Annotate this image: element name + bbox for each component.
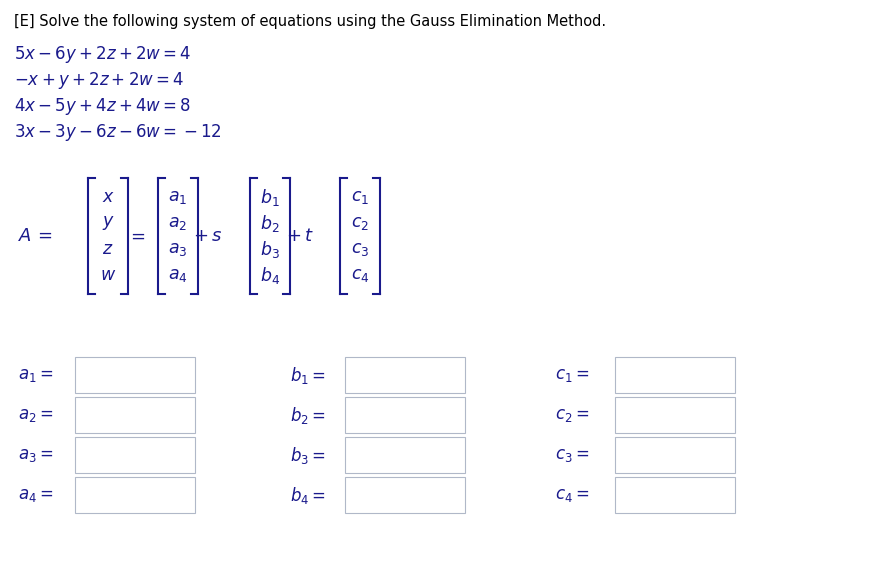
- Text: $z$: $z$: [102, 240, 114, 258]
- FancyBboxPatch shape: [345, 357, 465, 393]
- Text: $w$: $w$: [100, 266, 116, 284]
- FancyBboxPatch shape: [615, 477, 735, 513]
- Text: $b_1$: $b_1$: [260, 187, 280, 208]
- Text: $c_3$: $c_3$: [350, 240, 369, 258]
- FancyBboxPatch shape: [345, 437, 465, 473]
- Text: $c_2$: $c_2$: [351, 214, 369, 232]
- Text: $5x - 6y + 2z + 2w = 4$: $5x - 6y + 2z + 2w = 4$: [14, 44, 191, 65]
- FancyBboxPatch shape: [615, 397, 735, 433]
- Text: $b_4$: $b_4$: [260, 264, 280, 285]
- FancyBboxPatch shape: [615, 437, 735, 473]
- Text: $4x - 5y + 4z + 4w = 8$: $4x - 5y + 4z + 4w = 8$: [14, 96, 191, 117]
- Text: $a_3$: $a_3$: [168, 240, 188, 258]
- Text: $c_4 =$: $c_4 =$: [555, 486, 589, 504]
- Text: $a_1$: $a_1$: [168, 188, 188, 206]
- Text: $c_1 =$: $c_1 =$: [555, 366, 589, 384]
- Text: $a_1 =$: $a_1 =$: [18, 366, 54, 384]
- Text: $b_3$: $b_3$: [260, 239, 280, 260]
- FancyBboxPatch shape: [615, 357, 735, 393]
- Text: $3x - 3y - 6z - 6w = -12$: $3x - 3y - 6z - 6w = -12$: [14, 122, 222, 143]
- Text: $a_2$: $a_2$: [168, 214, 188, 232]
- FancyBboxPatch shape: [75, 437, 195, 473]
- Text: $A\,=$: $A\,=$: [18, 227, 53, 245]
- Text: $=$: $=$: [127, 227, 146, 245]
- Text: $a_2 =$: $a_2 =$: [18, 406, 54, 424]
- Text: $-x + y + 2z + 2w = 4$: $-x + y + 2z + 2w = 4$: [14, 70, 184, 91]
- Text: $c_4$: $c_4$: [350, 266, 369, 284]
- Text: $c_1$: $c_1$: [351, 188, 369, 206]
- Text: $a_4$: $a_4$: [168, 266, 188, 284]
- Text: $b_2$: $b_2$: [260, 212, 280, 233]
- Text: $a_3 =$: $a_3 =$: [18, 446, 54, 464]
- Text: $b_3 =$: $b_3 =$: [290, 445, 325, 466]
- FancyBboxPatch shape: [345, 477, 465, 513]
- Text: $+\,t$: $+\,t$: [286, 227, 314, 245]
- Text: $c_3 =$: $c_3 =$: [555, 446, 589, 464]
- FancyBboxPatch shape: [345, 397, 465, 433]
- Text: [E] Solve the following system of equations using the Gauss Elimination Method.: [E] Solve the following system of equati…: [14, 14, 606, 29]
- Text: $b_2 =$: $b_2 =$: [290, 404, 325, 425]
- FancyBboxPatch shape: [75, 477, 195, 513]
- Text: $a_4 =$: $a_4 =$: [18, 486, 54, 504]
- Text: $y$: $y$: [102, 214, 114, 232]
- Text: $b_4 =$: $b_4 =$: [290, 484, 325, 505]
- Text: $x$: $x$: [102, 188, 114, 206]
- FancyBboxPatch shape: [75, 357, 195, 393]
- Text: $b_1 =$: $b_1 =$: [290, 364, 325, 386]
- FancyBboxPatch shape: [75, 397, 195, 433]
- Text: $c_2 =$: $c_2 =$: [555, 406, 589, 424]
- Text: $+\,s$: $+\,s$: [193, 227, 223, 245]
